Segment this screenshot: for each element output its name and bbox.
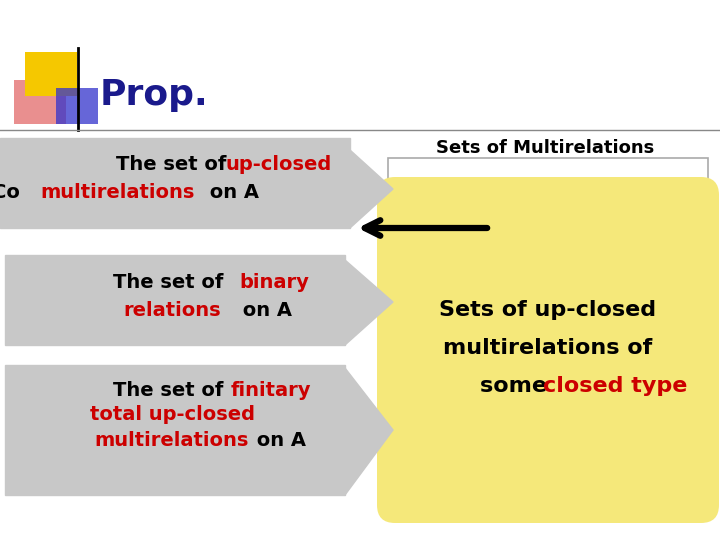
Text: finitary: finitary	[230, 381, 311, 400]
Text: some: some	[480, 376, 554, 396]
FancyBboxPatch shape	[5, 255, 345, 345]
Text: on A: on A	[250, 430, 306, 449]
FancyBboxPatch shape	[5, 365, 345, 495]
Polygon shape	[345, 260, 393, 345]
Text: total up-closed: total up-closed	[89, 406, 254, 424]
Text: The set of: The set of	[114, 381, 230, 400]
FancyBboxPatch shape	[377, 177, 719, 523]
Text: multirelations: multirelations	[95, 430, 249, 449]
Text: The set of: The set of	[114, 273, 230, 293]
Text: Prop.: Prop.	[100, 78, 209, 112]
Polygon shape	[350, 150, 393, 228]
FancyBboxPatch shape	[0, 138, 350, 228]
FancyBboxPatch shape	[56, 88, 98, 124]
Text: on A: on A	[203, 183, 259, 201]
Polygon shape	[345, 368, 393, 495]
FancyBboxPatch shape	[14, 80, 66, 124]
Text: closed type: closed type	[543, 376, 688, 396]
Text: on A: on A	[236, 300, 292, 320]
Text: Sets of Multirelations: Sets of Multirelations	[436, 139, 654, 157]
Text: relations: relations	[123, 300, 221, 320]
FancyBboxPatch shape	[25, 52, 77, 96]
Text: Sets of up-closed: Sets of up-closed	[439, 300, 657, 320]
Text: up-closed: up-closed	[226, 156, 332, 174]
Text: multirelations of: multirelations of	[444, 338, 652, 358]
Text: binary: binary	[239, 273, 309, 293]
Text: The set of: The set of	[117, 156, 233, 174]
Text: multirelations: multirelations	[41, 183, 195, 201]
FancyBboxPatch shape	[388, 158, 708, 516]
Text: Co: Co	[0, 183, 20, 201]
